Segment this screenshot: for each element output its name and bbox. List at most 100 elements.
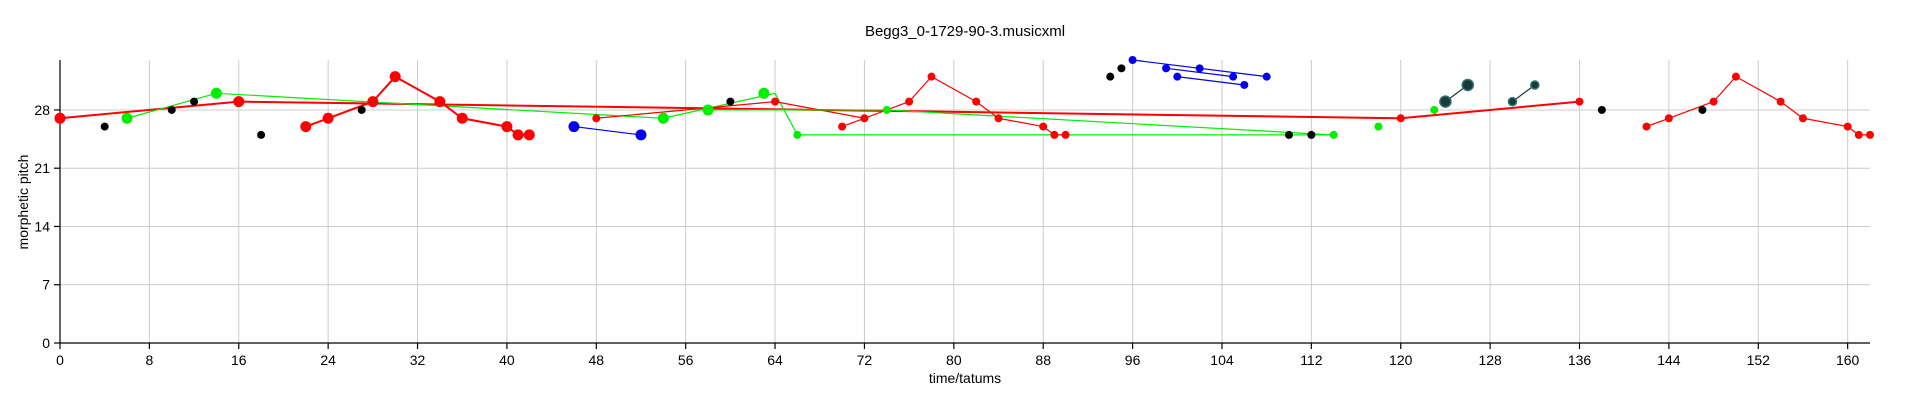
x-tick-label: 160: [1836, 352, 1860, 368]
data-point-blue: [1128, 56, 1137, 64]
data-point-red: [838, 122, 847, 131]
data-point-green: [882, 105, 891, 114]
series-lines: [59, 59, 1870, 136]
data-point-blue: [635, 129, 647, 141]
data-point-black: [1117, 64, 1126, 73]
x-tick-label: 72: [857, 352, 873, 368]
x-tick-label: 40: [499, 352, 515, 368]
data-points: [54, 56, 1874, 141]
data-point-darkslate: [1439, 95, 1452, 108]
data-point-red: [322, 112, 334, 124]
data-point-green: [1430, 105, 1439, 114]
data-point-red: [771, 97, 780, 106]
data-point-black: [726, 97, 735, 106]
x-tick-label: 32: [410, 352, 426, 368]
data-point-black: [1698, 105, 1707, 114]
x-tick-label: 144: [1657, 352, 1681, 368]
series-line-blue: [1166, 67, 1234, 78]
x-tick-label: 80: [946, 352, 962, 368]
data-point-red: [1776, 97, 1785, 106]
data-point-red: [592, 114, 601, 123]
data-point-red: [1731, 72, 1740, 81]
data-point-blue: [1240, 80, 1249, 89]
data-point-red: [233, 96, 245, 108]
data-point-red: [456, 112, 468, 124]
data-point-red: [523, 129, 535, 141]
data-point-black: [1106, 72, 1115, 81]
series-line-blue: [1177, 76, 1245, 86]
tick-labels: 0 8 16 24 32 40 48 56 64 72 80 88 96 104 112 120 128 136 1…: [34, 102, 1859, 368]
x-tick-label: 64: [767, 352, 783, 368]
data-point-black: [100, 122, 109, 131]
data-point-black: [357, 105, 366, 114]
x-tick-label: 112: [1300, 352, 1323, 368]
data-point-darkslate: [1530, 80, 1540, 90]
y-axis-label: morphetic pitch: [15, 155, 31, 250]
data-point-red: [927, 72, 936, 81]
x-tick-label: 24: [320, 352, 336, 368]
data-point-red: [389, 71, 401, 83]
y-tick-label: 7: [42, 277, 50, 293]
data-point-red: [972, 97, 981, 106]
y-tick-label: 14: [34, 218, 50, 234]
data-point-green: [793, 130, 802, 139]
y-tick-label: 21: [34, 160, 50, 176]
data-point-red: [994, 114, 1003, 123]
data-point-red: [1039, 122, 1048, 131]
data-point-red: [54, 112, 66, 124]
chart-title: Begg3_0-1729-90-3.musicxml: [865, 23, 1065, 40]
x-tick-label: 48: [589, 352, 605, 368]
data-point-green: [758, 87, 770, 99]
data-point-black: [1285, 130, 1294, 139]
x-tick-label: 88: [1035, 352, 1051, 368]
data-point-blue: [1262, 72, 1271, 81]
data-point-red: [1709, 97, 1718, 106]
data-point-darkslate: [1507, 96, 1518, 107]
data-point-black: [1307, 130, 1316, 139]
series-line-blue: [573, 125, 642, 136]
data-point-green: [210, 87, 222, 99]
x-tick-label: 16: [231, 352, 247, 368]
data-point-red: [512, 129, 524, 141]
data-point-black: [257, 130, 266, 139]
data-point-red: [1642, 122, 1651, 131]
data-point-red: [860, 114, 869, 123]
data-point-green: [657, 112, 669, 124]
data-point-black: [1597, 105, 1606, 114]
data-point-darkslate: [1461, 78, 1475, 92]
x-tick-label: 136: [1568, 352, 1592, 368]
data-point-black: [167, 105, 176, 114]
data-point-red: [1396, 114, 1405, 123]
data-point-red: [1061, 130, 1070, 139]
data-point-red: [1843, 122, 1852, 131]
data-point-red: [1866, 130, 1874, 139]
data-point-green: [121, 112, 133, 124]
data-point-red: [300, 121, 312, 133]
axes: [59, 60, 1870, 344]
data-point-blue: [1195, 64, 1204, 73]
data-point-blue: [1173, 72, 1182, 81]
data-point-red: [905, 97, 914, 106]
x-tick-label: 8: [145, 352, 153, 368]
x-tick-label: 120: [1389, 352, 1413, 368]
x-axis-label: time/tatums: [929, 370, 1001, 386]
data-point-red: [367, 96, 379, 108]
data-point-green: [1374, 122, 1383, 131]
x-tick-label: 0: [56, 352, 64, 368]
data-point-red: [1798, 114, 1807, 123]
y-tick-label: 28: [34, 102, 50, 118]
data-point-blue: [1229, 72, 1238, 81]
y-tick-label: 0: [42, 335, 50, 351]
data-point-green: [1329, 130, 1338, 139]
x-tick-label: 152: [1747, 352, 1771, 368]
data-point-blue: [1162, 64, 1171, 73]
data-point-red: [1664, 114, 1673, 123]
x-tick-label: 128: [1478, 352, 1502, 368]
series-line-green: [126, 92, 1334, 136]
data-point-black: [190, 97, 199, 106]
x-tick-label: 104: [1210, 352, 1234, 368]
data-point-red: [1050, 130, 1059, 139]
data-point-red: [1854, 130, 1863, 139]
data-point-red: [1575, 97, 1584, 106]
